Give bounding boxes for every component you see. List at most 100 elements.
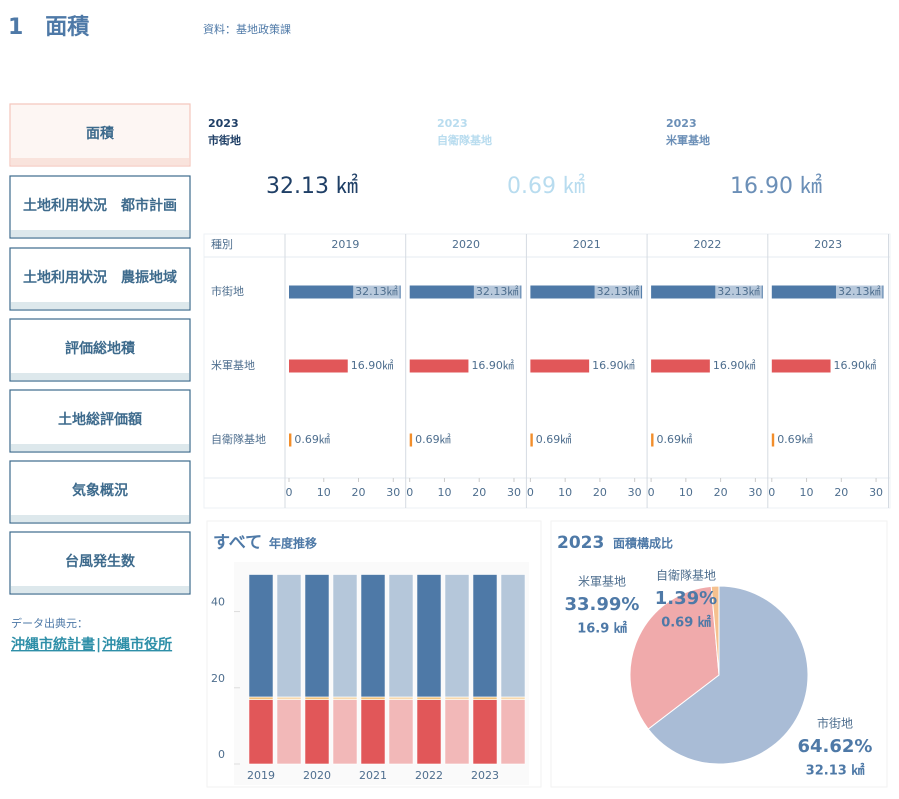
kpi-year: 2023 <box>437 117 468 130</box>
bar-segment <box>416 696 442 700</box>
bar-segment <box>304 574 330 698</box>
bar-segment <box>248 574 274 698</box>
x-tick-label: 30 <box>386 486 400 499</box>
nav-button-label[interactable]: 土地総評価額 <box>58 411 142 428</box>
slice-name: 米軍基地 <box>578 575 626 589</box>
y-tick-label: 0 <box>218 748 225 761</box>
bar-segment <box>444 699 470 765</box>
credit-label: データ出典元： <box>11 616 88 630</box>
value-label-bg <box>353 285 400 299</box>
panel-title: 2023 <box>814 238 842 251</box>
kpi-value: 0.69 ㎢ <box>507 173 585 199</box>
value-label: 0.69㎢ <box>656 433 692 446</box>
bar <box>409 433 413 447</box>
nav-button-label[interactable]: 気象概況 <box>72 482 128 499</box>
nav-button-bg[interactable] <box>9 531 191 595</box>
value-label: 0.69㎢ <box>294 433 330 446</box>
panel-title: 2019 <box>331 238 359 251</box>
row-label: 市街地 <box>211 284 244 298</box>
slice-name: 市街地 <box>817 716 853 731</box>
nav-button-label[interactable]: 評価総地積 <box>65 340 136 357</box>
bar-segment <box>304 696 330 700</box>
value-label-bg <box>835 285 883 299</box>
y-tick-label: 40 <box>211 596 225 609</box>
row-label: 米軍基地 <box>211 359 255 372</box>
nav-button-bg[interactable] <box>9 318 191 382</box>
value-label-bg <box>594 285 642 299</box>
credit-link[interactable]: 沖縄市統計書 <box>11 636 95 653</box>
nav-button-label[interactable]: 土地利用状況 農振地域 <box>23 269 177 286</box>
x-tick-label: 0 <box>527 486 534 499</box>
source: 資料：基地政策課 <box>203 22 291 36</box>
bar <box>771 433 775 447</box>
x-tick-label: 30 <box>507 486 521 499</box>
bar-segment <box>332 696 358 700</box>
bar-segment <box>248 696 274 700</box>
value-label: 0.69㎢ <box>777 433 813 446</box>
row-header: 種別 <box>211 237 233 251</box>
bar-segment <box>332 699 358 765</box>
x-tick-label: 2022 <box>415 769 443 782</box>
bar-segment <box>500 574 526 698</box>
x-tick-label: 0 <box>406 486 413 499</box>
value-label: 16.90㎢ <box>713 359 756 372</box>
y-tick-label: 20 <box>211 672 225 685</box>
chart-subtitle: 面積構成比 <box>613 536 673 551</box>
bar <box>651 433 654 447</box>
x-tick-label: 2020 <box>303 769 331 782</box>
bar-segment <box>444 696 470 700</box>
x-tick-label: 20 <box>834 486 848 499</box>
kpi-name: 自衛隊基地 <box>437 133 492 147</box>
panel-frame <box>203 233 891 509</box>
pie-slice <box>710 585 720 676</box>
value-label: 32.13㎢ <box>476 285 519 298</box>
bar-segment <box>500 696 526 700</box>
value-label: 0.69㎢ <box>536 433 572 446</box>
chart-frame <box>550 520 888 788</box>
bar-segment <box>304 699 330 765</box>
nav-button-shade <box>11 230 189 237</box>
nav-button-bg[interactable] <box>9 247 191 311</box>
value-label: 16.90㎢ <box>592 359 635 372</box>
x-tick-label: 30 <box>869 486 883 499</box>
bar-segment <box>388 699 414 765</box>
bar-segment <box>360 574 386 698</box>
nav-button-bg[interactable] <box>9 103 191 167</box>
bar <box>530 433 533 447</box>
x-tick-label: 20 <box>593 486 607 499</box>
x-tick-label: 30 <box>628 486 642 499</box>
nav-button-bg[interactable] <box>9 175 191 239</box>
value-label-bg <box>473 285 521 299</box>
bar-segment <box>276 696 302 700</box>
kpi-year: 2023 <box>666 117 697 130</box>
kpi-name: 市街地 <box>208 133 241 147</box>
slice-area: 16.9 ㎢ <box>577 621 627 637</box>
bar-segment <box>444 574 470 698</box>
value-label-bg <box>715 285 762 299</box>
x-tick-label: 20 <box>472 486 486 499</box>
x-tick-label: 2021 <box>359 769 387 782</box>
nav-button-shade <box>11 373 189 380</box>
pie-slice <box>629 585 720 730</box>
kpi-value: 32.13 ㎢ <box>266 173 358 199</box>
credit-link[interactable]: 沖縄市役所 <box>102 636 172 653</box>
nav-button-label[interactable]: 土地利用状況 都市計画 <box>23 197 177 214</box>
x-tick-label: 2023 <box>471 769 499 782</box>
slice-name: 自衛隊基地 <box>656 568 716 583</box>
slice-area: 0.69 ㎢ <box>661 615 711 631</box>
bar <box>771 359 831 373</box>
panel-title: 2021 <box>573 238 601 251</box>
nav-button-bg[interactable] <box>9 389 191 453</box>
x-tick-label: 0 <box>648 486 655 499</box>
nav-button-bg[interactable] <box>9 460 191 524</box>
bar <box>530 359 590 373</box>
value-label: 16.90㎢ <box>834 359 877 372</box>
bar-segment <box>360 696 386 700</box>
chart-frame <box>206 520 542 788</box>
x-tick-label: 0 <box>286 486 293 499</box>
bar-segment <box>416 699 442 765</box>
value-label: 16.90㎢ <box>351 359 394 372</box>
nav-button-label[interactable]: 面積 <box>86 125 115 142</box>
nav-button-label[interactable]: 台風発生数 <box>65 553 136 570</box>
nav-button-shade <box>11 302 189 309</box>
